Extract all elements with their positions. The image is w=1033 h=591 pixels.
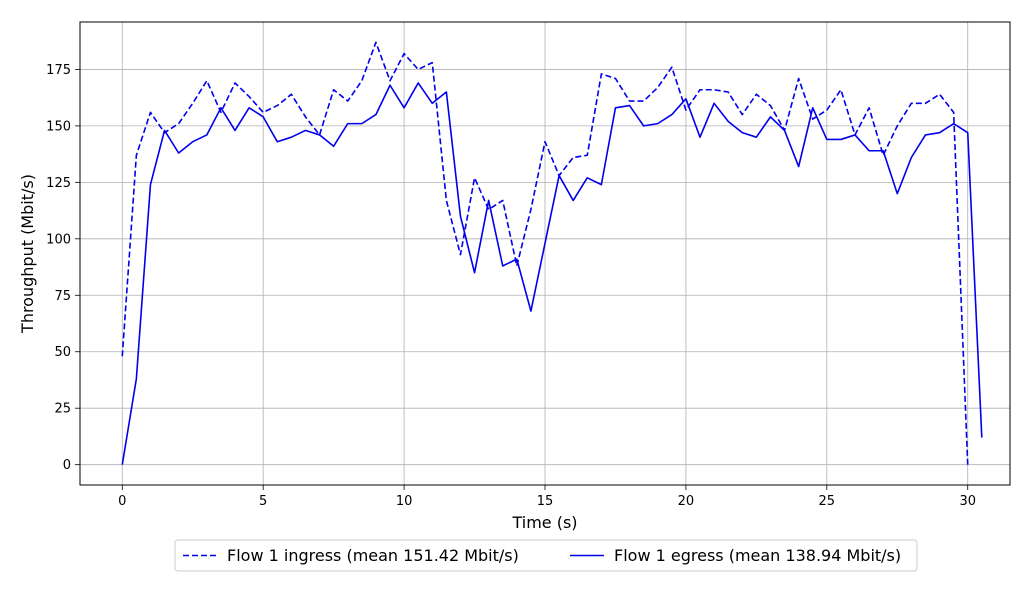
legend: Flow 1 ingress (mean 151.42 Mbit/s) Flow … [174, 539, 918, 572]
x-tick-label: 10 [396, 494, 413, 509]
legend-frame [174, 539, 918, 572]
series-layer [121, 41, 983, 465]
x-tick-label: 30 [959, 494, 976, 509]
y-axis-label: Throughput (Mbit/s) [18, 174, 37, 334]
y-tick-label: 100 [46, 232, 71, 247]
series-line-ingress [121, 41, 969, 465]
x-axis-label: Time (s) [511, 513, 577, 532]
y-tick-label: 50 [54, 345, 71, 360]
x-tick-label: 25 [819, 494, 836, 509]
x-tick-label: 5 [259, 494, 267, 509]
series-line-egress [121, 82, 983, 465]
y-tick-label: 125 [46, 176, 71, 191]
y-tick-label: 150 [46, 119, 71, 134]
legend-label: Flow 1 ingress (mean 151.42 Mbit/s) [227, 546, 519, 565]
axis-ticks: 0 5 10 15 20 25 30 0 25 50 75 100 125 150 175 [46, 63, 976, 509]
grid-lines [80, 22, 1010, 485]
x-tick-label: 15 [537, 494, 554, 509]
x-tick-label: 0 [118, 494, 126, 509]
legend-label: Flow 1 egress (mean 138.94 Mbit/s) [614, 546, 901, 565]
y-tick-label: 75 [54, 289, 71, 304]
y-tick-label: 0 [63, 458, 71, 473]
y-tick-label: 25 [54, 402, 71, 417]
y-tick-label: 175 [46, 63, 71, 78]
x-tick-label: 20 [678, 494, 695, 509]
